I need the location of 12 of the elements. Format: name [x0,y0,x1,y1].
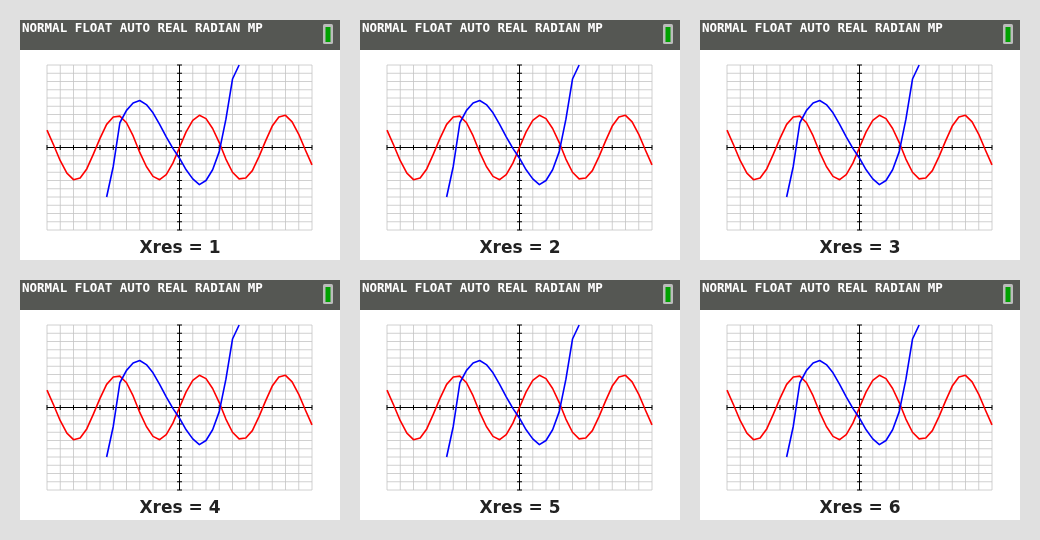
text: NORMAL FLOAT AUTO REAL RADIAN MP [22,20,263,35]
text: Xres = 4 [139,497,221,517]
text: Xres = 2 [479,237,561,257]
text: Xres = 5 [479,497,561,517]
text: Xres = 3 [819,237,901,257]
text: NORMAL FLOAT AUTO REAL RADIAN MP [702,20,943,35]
text: NORMAL FLOAT AUTO REAL RADIAN MP [362,280,603,295]
text: NORMAL FLOAT AUTO REAL RADIAN MP [22,280,263,295]
text: NORMAL FLOAT AUTO REAL RADIAN MP [702,280,943,295]
text: Xres = 6 [819,497,901,517]
text: Xres = 1 [139,237,221,257]
text: NORMAL FLOAT AUTO REAL RADIAN MP [362,20,603,35]
